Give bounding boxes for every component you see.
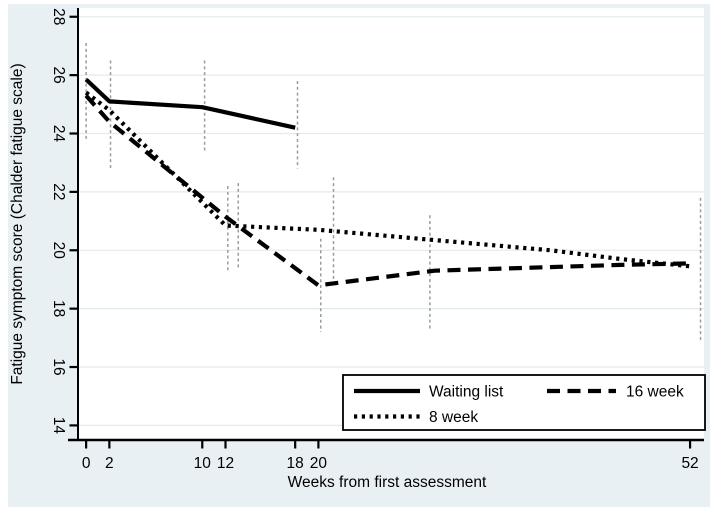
x-tick-label: 0	[82, 455, 91, 472]
x-tick-label: 20	[310, 455, 328, 472]
legend-label-8-week: 8 week	[429, 409, 478, 426]
series-line-8-week	[84, 90, 691, 269]
y-tick-label: 16	[50, 358, 67, 375]
y-tick-label: 20	[50, 242, 67, 260]
plot-area	[78, 8, 704, 440]
x-tick-label: 18	[287, 455, 304, 472]
series-line-waiting-list	[84, 77, 296, 130]
y-axis-title: Fatigue symptom score (Chalder fatigue s…	[9, 63, 26, 384]
legend-box	[342, 374, 706, 431]
y-tick-label: 14	[50, 417, 67, 435]
x-tick-label: 10	[194, 455, 212, 472]
y-tick-label: 18	[50, 300, 67, 317]
y-tick-label: 22	[50, 183, 67, 200]
y-tick-label: 28	[50, 8, 67, 25]
legend-label-waiting-list: Waiting list	[429, 384, 504, 401]
x-axis-title: Weeks from first assessment	[288, 474, 487, 491]
x-tick-label: 12	[217, 455, 234, 472]
x-tick-label: 52	[681, 455, 698, 472]
x-tick-label: 2	[105, 455, 114, 472]
y-tick-label: 26	[50, 67, 67, 84]
series-line-16-week	[84, 94, 691, 288]
y-tick-label: 24	[50, 125, 67, 143]
legend-label-16-week: 16 week	[626, 384, 684, 401]
